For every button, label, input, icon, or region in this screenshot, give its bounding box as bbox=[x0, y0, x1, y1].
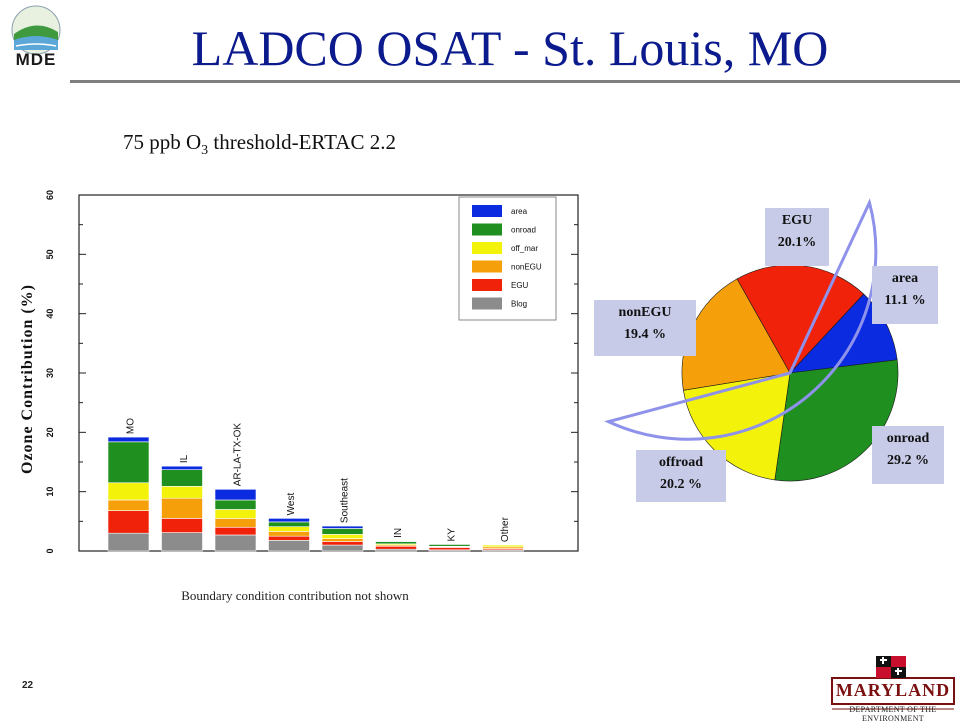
bar-category-label: AR-LA-TX-OK bbox=[233, 423, 244, 487]
bar-segment-area-4 bbox=[321, 525, 364, 529]
slide-title: LADCO OSAT - St. Louis, MO bbox=[191, 20, 829, 76]
pie-slice-onroad bbox=[774, 359, 899, 482]
mde-logo bbox=[11, 5, 61, 55]
bar-segment-area-1 bbox=[161, 465, 203, 471]
legend-swatch-onroad bbox=[472, 223, 502, 236]
legend-label-EGU: EGU bbox=[511, 281, 529, 290]
y-tick-label: 10 bbox=[45, 487, 55, 497]
footnote: Boundary condition contribution not show… bbox=[181, 588, 409, 603]
y-tick-label: 30 bbox=[45, 368, 55, 378]
legend-label-onroad: onroad bbox=[511, 226, 536, 235]
legend-swatch-EGU bbox=[472, 279, 502, 291]
chart-subtitle: 75 ppb O3 threshold-ERTAC 2.2 bbox=[123, 130, 396, 159]
bar-category-label: Other bbox=[500, 516, 511, 542]
legend-swatch-off_mar bbox=[472, 242, 502, 254]
bar-category-label: IN bbox=[393, 528, 404, 538]
legend-label-nonEGU: nonEGU bbox=[511, 263, 542, 272]
bar-segment-area-2 bbox=[214, 488, 257, 501]
subtitle-subscript: 3 bbox=[201, 143, 209, 159]
maryland-logo bbox=[831, 656, 955, 710]
y-tick-label: 50 bbox=[45, 249, 55, 259]
pie-label-area: area 11.1 % bbox=[872, 266, 938, 324]
bar-segment-area-3 bbox=[268, 518, 310, 523]
pie-label-EGU: EGU 20.1% bbox=[765, 208, 829, 266]
bar-segment-onroad-0 bbox=[107, 441, 150, 484]
bar-segment-area-0 bbox=[107, 436, 150, 443]
legend-label-off_mar: off_mar bbox=[511, 244, 538, 253]
y-tick-label: 0 bbox=[45, 548, 55, 553]
bar-segment-area-5 bbox=[375, 540, 417, 542]
page-number: 22 bbox=[22, 680, 34, 691]
bar-segment-onroad-6 bbox=[428, 544, 471, 547]
bar-category-label: West bbox=[286, 493, 297, 516]
bar-category-label: MO bbox=[126, 418, 137, 434]
subtitle-prefix: 75 ppb O bbox=[123, 130, 202, 154]
bar-category-label: KY bbox=[447, 528, 458, 542]
pie-label-offroad: offroad 20.2 % bbox=[636, 450, 726, 502]
legend-swatch-nonEGU bbox=[472, 260, 502, 273]
pie-highlight-outline bbox=[604, 198, 878, 441]
mde-logo-text: MDE bbox=[15, 50, 57, 69]
pie-label-nonEGU: nonEGU 19.4 % bbox=[594, 300, 696, 356]
legend-swatch-Blog bbox=[472, 297, 502, 310]
bar-category-label: IL bbox=[179, 454, 190, 463]
legend-label-Blog: Blog bbox=[511, 300, 527, 309]
pie-label-onroad: onroad 29.2 % bbox=[872, 426, 944, 484]
bar-segment-off_mar-7 bbox=[482, 544, 524, 548]
legend-swatch-area bbox=[472, 205, 502, 217]
legend-label-area: area bbox=[511, 207, 528, 216]
bar-category-label: Southeast bbox=[340, 478, 351, 523]
y-tick-label: 60 bbox=[45, 190, 55, 200]
y-tick-label: 40 bbox=[45, 309, 55, 319]
title-divider bbox=[70, 80, 960, 83]
maryland-department: DEPARTMENT OF THE ENVIRONMENT bbox=[849, 705, 937, 723]
maryland-wordmark: MARYLAND bbox=[835, 680, 951, 700]
y-tick-label: 20 bbox=[45, 427, 55, 437]
subtitle-suffix: threshold-ERTAC 2.2 bbox=[208, 130, 396, 154]
